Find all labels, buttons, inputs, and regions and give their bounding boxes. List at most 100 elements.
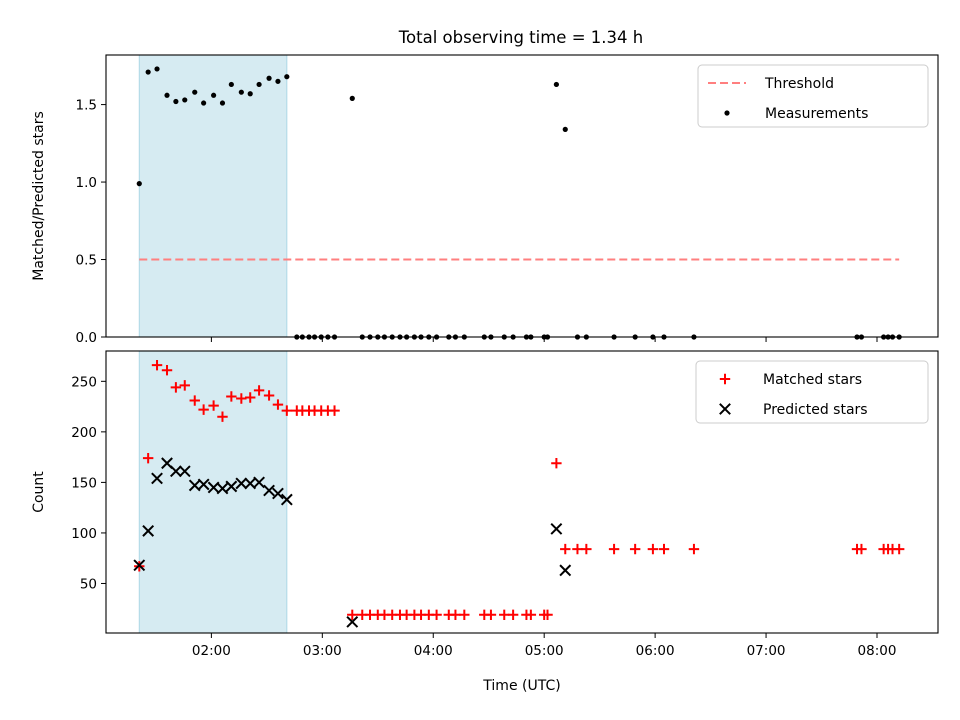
legend-label: Predicted stars <box>763 402 868 418</box>
data-point <box>198 404 209 415</box>
data-point <box>145 69 151 75</box>
data-point <box>235 477 248 490</box>
data-point <box>263 484 275 497</box>
data-point <box>247 91 253 97</box>
data-point <box>550 522 563 535</box>
data-point <box>272 487 284 500</box>
legend-marker <box>724 110 730 116</box>
data-point <box>893 543 905 555</box>
y-axis-label: Count <box>31 471 47 513</box>
data-point <box>459 609 470 621</box>
data-point <box>856 543 867 555</box>
x-tick-label: 08:00 <box>858 643 897 659</box>
legend-box <box>695 360 929 424</box>
data-point <box>225 480 238 493</box>
data-point <box>266 75 272 81</box>
count-panel: 02:00 03:00 04:00 05:00 06:00 07:00 08:00 50 100… <box>31 350 939 694</box>
data-point <box>560 543 571 555</box>
data-point <box>608 543 620 555</box>
data-point <box>179 380 190 391</box>
data-point <box>688 543 700 555</box>
series-predicted-stars <box>133 457 572 628</box>
data-point <box>507 609 519 621</box>
y-tick-label: 1.5 <box>76 98 97 114</box>
data-point <box>133 559 146 572</box>
data-point <box>347 609 358 621</box>
data-point <box>349 95 355 101</box>
data-point <box>238 89 244 95</box>
data-point <box>219 100 226 106</box>
data-point <box>211 92 217 98</box>
y-axis-label: Matched/Predicted stars <box>31 111 47 281</box>
data-point <box>329 405 340 416</box>
x-tick-label: 07:00 <box>747 643 786 659</box>
data-point <box>169 465 182 478</box>
data-point <box>559 564 572 577</box>
y-tick-label: 0.0 <box>76 330 97 346</box>
axes-frame <box>105 54 939 338</box>
data-point <box>164 92 170 98</box>
data-point <box>226 391 237 402</box>
x-tick-label: 02:00 <box>192 643 231 659</box>
legend: Threshold Measurements <box>697 64 929 128</box>
data-point <box>485 609 497 621</box>
legend-marker <box>719 373 731 385</box>
data-point <box>263 390 275 401</box>
data-point <box>182 97 188 103</box>
data-point <box>256 81 262 88</box>
data-point <box>208 400 219 411</box>
data-point <box>189 395 200 406</box>
data-point <box>629 543 641 555</box>
series-matched-stars <box>134 359 905 621</box>
data-point <box>658 543 670 555</box>
x-tick-label: 06:00 <box>636 643 675 659</box>
data-point <box>154 66 160 72</box>
data-point <box>525 609 537 621</box>
x-tick-label: 05:00 <box>525 643 564 659</box>
data-point <box>216 482 229 495</box>
y-tick-label: 1.0 <box>76 175 97 191</box>
y-tick-label: 0.5 <box>76 253 97 269</box>
data-point <box>572 543 583 555</box>
data-point <box>245 392 256 403</box>
shaded-region <box>138 54 288 338</box>
data-point <box>173 98 179 105</box>
data-point <box>151 359 163 371</box>
legend-label: Measurements <box>765 106 868 122</box>
data-point <box>192 89 198 95</box>
y-tick-label: 150 <box>71 475 97 491</box>
y-tick-label: 250 <box>71 374 97 390</box>
data-point <box>197 478 210 491</box>
data-point <box>551 457 562 469</box>
data-point <box>161 365 173 376</box>
data-point <box>281 405 293 416</box>
data-point <box>217 411 228 422</box>
data-point <box>499 609 510 621</box>
y-tick-label: 200 <box>71 425 97 441</box>
data-point <box>431 609 442 621</box>
y-tick-label: 100 <box>71 526 97 542</box>
data-point <box>201 100 207 106</box>
data-point <box>151 472 163 485</box>
shaded-region <box>138 350 288 634</box>
data-point <box>647 543 659 555</box>
legend-label: Matched stars <box>763 372 862 388</box>
data-point <box>562 126 568 132</box>
x-tick-label: 04:00 <box>414 643 453 659</box>
data-point <box>553 81 559 88</box>
data-point <box>136 181 142 187</box>
data-point <box>284 74 290 80</box>
figure-title: Total observing time = 1.34 h <box>398 28 643 47</box>
data-point <box>228 81 234 88</box>
data-point <box>450 609 461 621</box>
data-point <box>272 399 284 410</box>
legend-label: Threshold <box>764 76 834 92</box>
data-point <box>178 465 191 478</box>
data-point <box>542 609 553 621</box>
legend-marker <box>719 403 731 415</box>
axes-frame <box>105 350 939 634</box>
y-tick-label: 50 <box>80 576 97 592</box>
data-point <box>236 393 247 404</box>
ratio-panel: 0.0 0.5 1.0 1.5 Matched/Predicted stars Thres… <box>31 54 939 346</box>
